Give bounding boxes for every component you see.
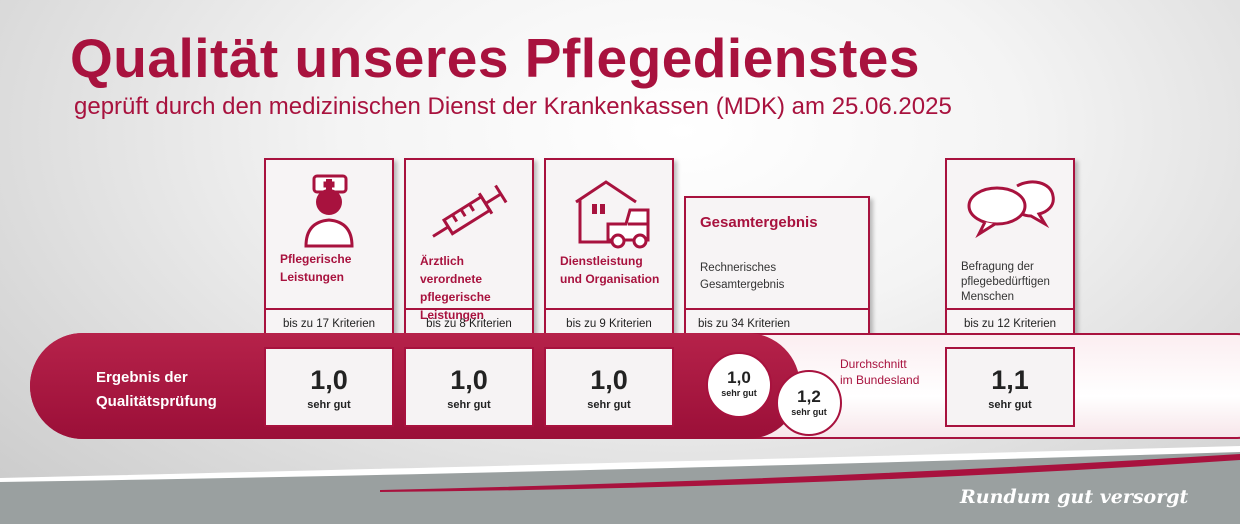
grade-value: 1,2 xyxy=(797,387,821,406)
slogan: Rundum gut versorgt xyxy=(960,486,1189,508)
result-box-survey: 1,1 sehr gut xyxy=(945,347,1075,427)
card-label-line: Pflegerische xyxy=(280,252,352,266)
overall-grade-circle: 1,0 sehr gut xyxy=(706,352,772,418)
card-label-line: und Organisation xyxy=(560,272,660,286)
grade-text: sehr gut xyxy=(721,388,757,398)
criteria-count: bis zu 9 Kriterien xyxy=(546,308,672,336)
card-heading: Gesamtergebnis xyxy=(700,214,818,231)
band-label-line: Qualitätsprüfung xyxy=(96,393,217,410)
grade-value: 1,0 xyxy=(310,365,348,395)
criteria-count: bis zu 8 Kriterien xyxy=(406,308,532,336)
card-label-line: Leistungen xyxy=(280,270,345,284)
category-card-nursing: Pflegerische Leistungen bis zu 17 Kriter… xyxy=(264,158,394,338)
category-card-medical: Ärztlich verordnete pflegerische Leistun… xyxy=(404,158,534,338)
category-card-overall: Gesamtergebnis Rechnerisches Gesamtergeb… xyxy=(684,196,870,338)
grade-value: 1,0 xyxy=(450,365,488,395)
grade-text: sehr gut xyxy=(307,399,351,411)
grade-text: sehr gut xyxy=(587,399,631,411)
nurse-icon xyxy=(304,174,354,248)
syringe-icon xyxy=(432,184,508,238)
card-label-line: Leistungen xyxy=(420,308,485,322)
result-band-label: Ergebnis der Qualitätsprüfung xyxy=(96,366,246,414)
average-label-line: im Bundesland xyxy=(840,373,920,387)
average-label-line: Durchschnitt xyxy=(840,357,907,371)
speech-bubbles-icon xyxy=(967,180,1055,238)
page-title: Qualität unseres Pflegedienstes xyxy=(70,27,920,89)
criteria-count: bis zu 12 Kriterien xyxy=(947,308,1073,336)
card-label-line: Dienstleistung xyxy=(560,254,643,268)
card-label-line: Befragung der xyxy=(961,261,1034,273)
band-label-line: Ergebnis der xyxy=(96,369,188,386)
card-label-line: pflegebedürftigen xyxy=(961,276,1050,288)
result-box-medical: 1,0 sehr gut xyxy=(404,347,534,427)
average-grade-circle: 1,2 sehr gut xyxy=(776,370,842,436)
result-box-service: 1,0 sehr gut xyxy=(544,347,674,427)
criteria-count: bis zu 17 Kriterien xyxy=(266,308,392,336)
grade-value: 1,0 xyxy=(590,365,628,395)
category-card-service: Dienstleistung und Organisation bis zu 9… xyxy=(544,158,674,338)
card-label-line: pflegerische xyxy=(420,290,491,304)
criteria-count: bis zu 34 Kriterien xyxy=(686,308,868,336)
result-box-nursing: 1,0 sehr gut xyxy=(264,347,394,427)
page-subtitle: geprüft durch den medizinischen Dienst d… xyxy=(74,93,952,120)
card-label-line: Menschen xyxy=(961,291,1015,303)
category-card-survey: Befragung der pflegebedürftigen Menschen… xyxy=(945,158,1075,338)
footer-swoosh xyxy=(0,446,1240,524)
average-label: Durchschnitt im Bundesland xyxy=(840,356,950,388)
grade-value: 1,0 xyxy=(727,368,751,387)
card-label-line: Ärztlich verordnete xyxy=(420,254,483,286)
grade-text: sehr gut xyxy=(447,399,491,411)
grade-text: sehr gut xyxy=(791,407,827,417)
card-label-line: Gesamtergebnis xyxy=(700,279,785,291)
grade-value: 1,1 xyxy=(991,365,1029,395)
house-car-icon xyxy=(575,180,650,249)
card-label-line: Rechnerisches xyxy=(700,262,777,274)
grade-text: sehr gut xyxy=(988,399,1032,411)
